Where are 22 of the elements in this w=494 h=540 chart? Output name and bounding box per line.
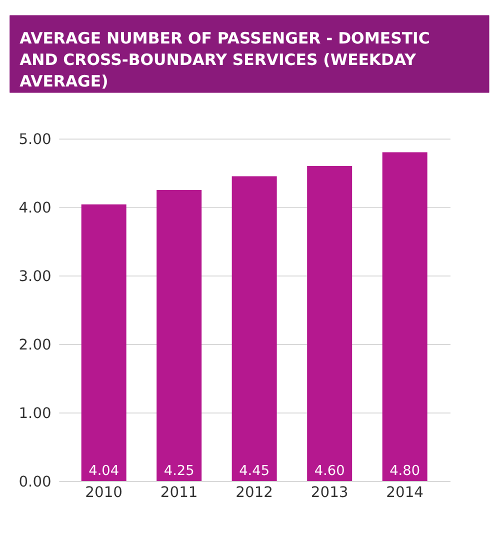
- y-tick-label: 5.00: [18, 130, 52, 148]
- y-tick-label: 2.00: [18, 336, 52, 354]
- bar: [156, 190, 202, 481]
- bar: [81, 204, 126, 481]
- y-tick-label: 1.00: [18, 404, 52, 422]
- x-tick-label: 2014: [386, 484, 424, 502]
- y-tick-label: 4.00: [18, 199, 52, 216]
- x-tick-label: 2012: [236, 484, 273, 502]
- x-tick-label: 2013: [310, 484, 348, 502]
- data-label: 4.45: [239, 463, 270, 480]
- bar: [232, 176, 277, 481]
- y-tick-label: 0.00: [18, 473, 52, 490]
- x-tick-label: 2010: [85, 484, 122, 502]
- data-label: 4.04: [88, 463, 120, 480]
- data-label: 4.25: [164, 463, 194, 480]
- chart-title: AVERAGE NUMBER OF PASSENGER - DOMESTIC AND CROSS-BOUNDARY SERVICES (WEEKDAY AVERAGE): [20, 28, 430, 91]
- bar: [307, 166, 352, 481]
- x-tick-label: 2011: [160, 484, 198, 502]
- data-label: 4.60: [314, 463, 345, 480]
- bar: [382, 152, 428, 481]
- data-label: 4.80: [390, 463, 420, 480]
- y-tick-label: 3.00: [18, 268, 52, 285]
